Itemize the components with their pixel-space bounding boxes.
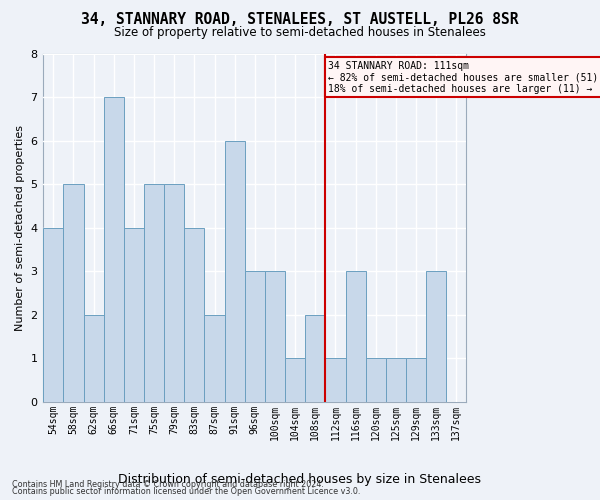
Text: Size of property relative to semi-detached houses in Stenalees: Size of property relative to semi-detach… (114, 26, 486, 39)
Bar (346, 272, 365, 402)
Bar (365, 358, 386, 402)
Bar (64, 184, 83, 402)
Bar (265, 272, 285, 402)
Bar (205, 315, 224, 402)
Text: Contains HM Land Registry data © Crown copyright and database right 2024.: Contains HM Land Registry data © Crown c… (12, 480, 324, 489)
Bar (144, 184, 164, 402)
Bar (305, 315, 325, 402)
Text: 34 STANNARY ROAD: 111sqm
← 82% of semi-detached houses are smaller (51)
18% of s: 34 STANNARY ROAD: 111sqm ← 82% of semi-d… (328, 60, 599, 94)
Bar (83, 315, 104, 402)
Bar (406, 358, 426, 402)
Bar (43, 228, 64, 402)
Bar (426, 272, 446, 402)
Bar (124, 228, 144, 402)
Bar (245, 272, 265, 402)
Bar (104, 98, 124, 402)
Bar (224, 141, 245, 402)
Text: 34, STANNARY ROAD, STENALEES, ST AUSTELL, PL26 8SR: 34, STANNARY ROAD, STENALEES, ST AUSTELL… (81, 12, 519, 28)
Bar (325, 358, 346, 402)
Text: Distribution of semi-detached houses by size in Stenalees: Distribution of semi-detached houses by … (119, 472, 482, 486)
Bar (285, 358, 305, 402)
Bar (386, 358, 406, 402)
Bar (184, 228, 205, 402)
Bar (164, 184, 184, 402)
Y-axis label: Number of semi-detached properties: Number of semi-detached properties (15, 125, 25, 331)
Text: Contains public sector information licensed under the Open Government Licence v3: Contains public sector information licen… (12, 488, 361, 496)
